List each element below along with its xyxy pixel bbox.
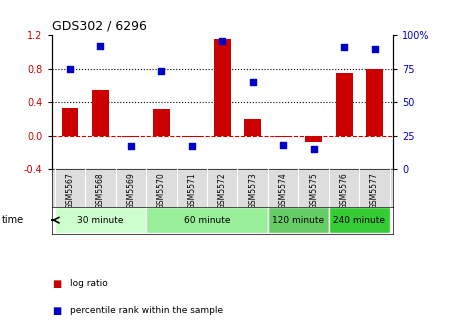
Point: [127, 144, 134, 149]
Text: GSM5577: GSM5577: [370, 172, 379, 209]
Point: [66, 66, 74, 72]
Bar: [146, 207, 268, 233]
Text: 60 minute: 60 minute: [184, 216, 230, 225]
Text: GSM5567: GSM5567: [66, 172, 75, 209]
Point: [188, 144, 195, 149]
Bar: [329, 207, 390, 233]
Point: [97, 43, 104, 49]
Text: GSM5568: GSM5568: [96, 172, 105, 209]
Bar: [305, 136, 322, 142]
Text: GSM5570: GSM5570: [157, 172, 166, 209]
Text: GSM5572: GSM5572: [218, 172, 227, 209]
Bar: [214, 39, 231, 136]
Bar: [153, 109, 170, 136]
Point: [219, 38, 226, 43]
Point: [310, 146, 317, 152]
Bar: [268, 207, 329, 233]
Bar: [244, 119, 261, 136]
Text: GSM5575: GSM5575: [309, 172, 318, 209]
Text: GDS302 / 6296: GDS302 / 6296: [52, 20, 146, 33]
Text: GSM5569: GSM5569: [126, 172, 135, 209]
Text: GSM5573: GSM5573: [248, 172, 257, 209]
Bar: [366, 69, 383, 136]
Text: time: time: [2, 215, 24, 225]
Text: GSM5576: GSM5576: [339, 172, 348, 209]
Text: 240 minute: 240 minute: [333, 216, 385, 225]
Bar: [62, 108, 78, 136]
Point: [371, 46, 378, 51]
Text: percentile rank within the sample: percentile rank within the sample: [70, 306, 223, 315]
Text: GSM5574: GSM5574: [279, 172, 288, 209]
Text: log ratio: log ratio: [70, 280, 107, 288]
Bar: [123, 136, 139, 137]
Point: [158, 69, 165, 74]
Text: ■: ■: [52, 279, 61, 289]
Point: [249, 80, 256, 85]
Bar: [92, 90, 109, 136]
Text: 30 minute: 30 minute: [77, 216, 123, 225]
Text: GSM5571: GSM5571: [187, 172, 196, 209]
Bar: [55, 207, 146, 233]
Text: 120 minute: 120 minute: [273, 216, 325, 225]
Bar: [275, 136, 291, 137]
Text: ■: ■: [52, 306, 61, 316]
Bar: [336, 73, 352, 136]
Bar: [183, 136, 200, 137]
Point: [280, 142, 287, 148]
Point: [340, 45, 348, 50]
